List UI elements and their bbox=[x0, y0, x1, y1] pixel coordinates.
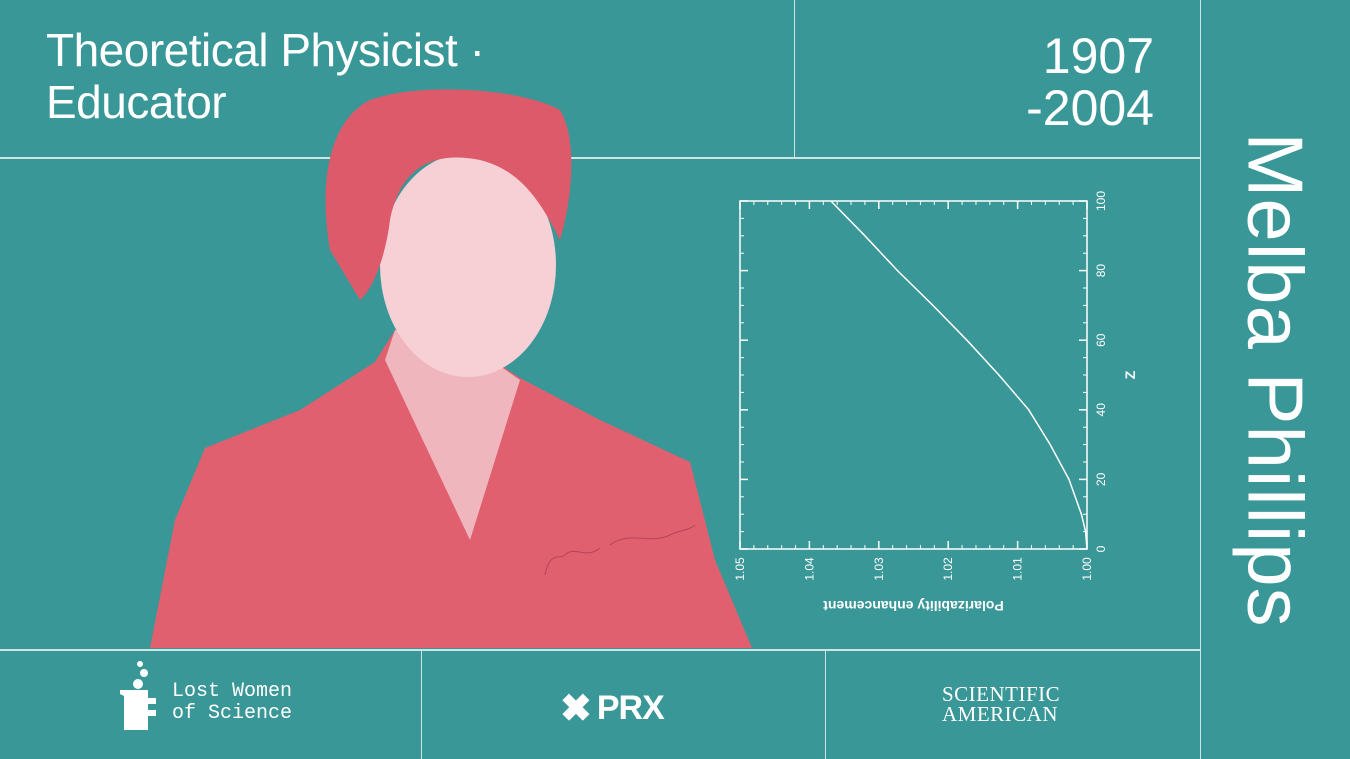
divider-top bbox=[0, 157, 1200, 159]
divider-header-vertical bbox=[794, 0, 795, 158]
birth-year: 1907 bbox=[1042, 28, 1154, 84]
value-tick-label: 1.00 bbox=[1080, 557, 1094, 581]
portrait-signature bbox=[544, 524, 696, 576]
z-tick-label: 60 bbox=[1094, 333, 1108, 347]
divider-right-panel bbox=[1200, 0, 1201, 759]
value-tick-label: 1.05 bbox=[733, 557, 747, 581]
z-tick-label: 40 bbox=[1094, 403, 1108, 417]
portrait-shirt bbox=[385, 330, 520, 540]
polarizability-chart: 0 20 40 60 80 100 1.00 1.01 1.02 1.03 1.04 1.05 Z Pol… bbox=[733, 191, 1138, 614]
series-line bbox=[830, 200, 1088, 550]
z-tick-label: 100 bbox=[1094, 191, 1108, 211]
value-tick-label: 1.01 bbox=[1011, 557, 1025, 581]
z-tick-label: 20 bbox=[1094, 472, 1108, 486]
logo-text-line-2: of Science bbox=[172, 702, 293, 725]
scientific-american-logo[interactable]: SCIENTIFIC AMERICAN bbox=[942, 682, 1061, 726]
chart-frame bbox=[739, 200, 1088, 550]
x-mark-icon: ✖ bbox=[560, 688, 592, 730]
divider-footer-2 bbox=[825, 650, 826, 759]
divider-footer bbox=[0, 649, 1200, 651]
title-line-1: Theoretical Physicist · bbox=[46, 24, 485, 76]
title-line-2: Educator bbox=[46, 76, 227, 128]
y-axis-label: Polarizability enhancement bbox=[823, 598, 1004, 614]
lost-women-of-science-logo[interactable]: Lost Women of Science bbox=[118, 660, 292, 732]
z-tick-label: 0 bbox=[1094, 545, 1108, 552]
divider-footer-1 bbox=[421, 650, 422, 759]
life-dates: 1907 -2004 bbox=[1026, 30, 1154, 134]
prx-logo[interactable]: ✖ PRX bbox=[560, 686, 665, 731]
value-tick-label: 1.02 bbox=[941, 557, 955, 581]
value-tick-label: 1.03 bbox=[872, 557, 886, 581]
portrait-face bbox=[380, 153, 556, 377]
profession-title: Theoretical Physicist · Educator bbox=[46, 24, 485, 128]
x-axis-label: Z bbox=[1122, 370, 1138, 379]
logo-text-line-1: Lost Women bbox=[172, 680, 293, 703]
z-tick-label: 80 bbox=[1094, 264, 1108, 278]
value-tick-label: 1.04 bbox=[802, 557, 816, 581]
prx-text: PRX bbox=[596, 689, 665, 727]
death-year: -2004 bbox=[1026, 80, 1154, 136]
beaker-icon bbox=[120, 661, 156, 730]
logo-text-line-2: AMERICAN bbox=[942, 702, 1059, 726]
logo-text-line-1: SCIENTIFIC bbox=[942, 682, 1061, 706]
portrait-hair bbox=[325, 89, 572, 300]
